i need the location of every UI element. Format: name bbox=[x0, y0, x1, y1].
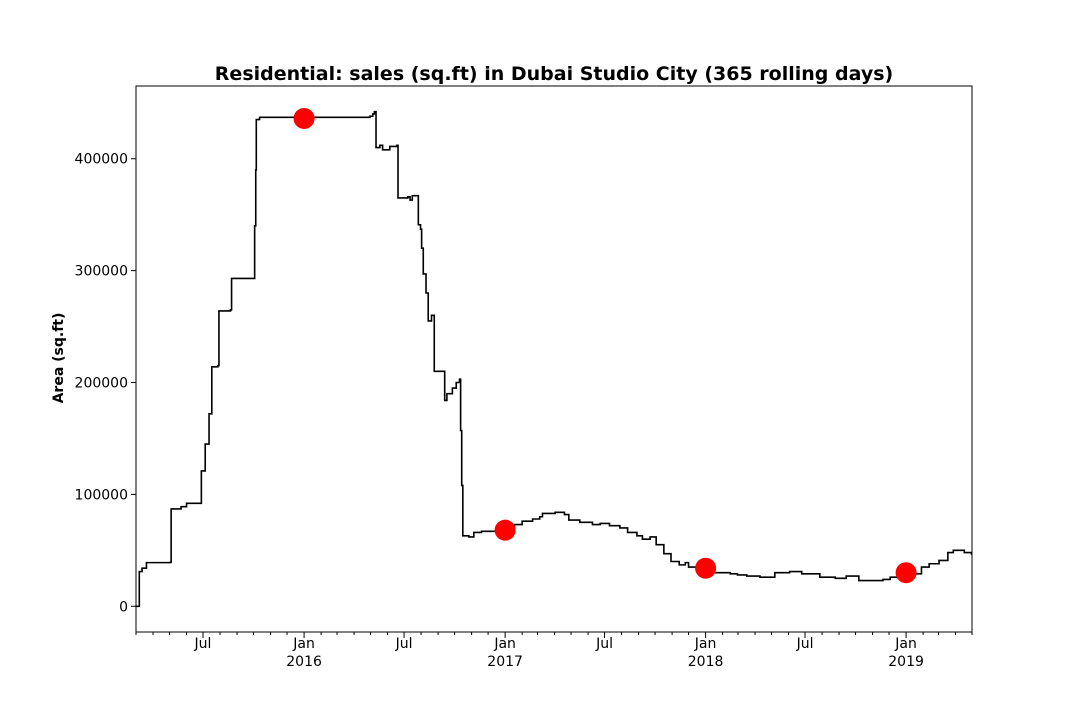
y-tick-label: 200000 bbox=[75, 375, 128, 391]
data-point-marker bbox=[695, 557, 717, 579]
x-tick-label: Jul bbox=[796, 636, 814, 652]
chart-title: Residential: sales (sq.ft) in Dubai Stud… bbox=[215, 63, 893, 85]
plot-frame bbox=[135, 85, 973, 633]
x-tick-label: Jan bbox=[694, 636, 717, 652]
marker-layer bbox=[293, 107, 917, 584]
series-layer bbox=[136, 110, 973, 608]
x-tick-year-label: 2017 bbox=[487, 654, 523, 670]
y-axis: 0 100000 200000 300000 400000 bbox=[75, 152, 136, 615]
x-tick-year-label: 2016 bbox=[286, 654, 322, 670]
x-tick-label: Jul bbox=[595, 636, 613, 652]
y-axis-label: Area (sq.ft) bbox=[51, 313, 67, 404]
data-point-marker bbox=[895, 562, 917, 584]
x-axis: Jul Jan 2016 Jul Jan 2017 Jul Jan 2018 Jul Jan 2019 bbox=[135, 632, 973, 670]
y-tick-label: 400000 bbox=[75, 152, 128, 168]
data-point-marker bbox=[494, 519, 516, 541]
y-tick-label: 100000 bbox=[75, 487, 128, 503]
y-tick-label: 0 bbox=[119, 599, 128, 615]
x-tick-label: Jan bbox=[894, 636, 917, 652]
x-tick-year-label: 2019 bbox=[888, 654, 924, 670]
x-tick-label: Jan bbox=[493, 636, 516, 652]
y-tick-label: 300000 bbox=[75, 264, 128, 280]
x-tick-label: Jul bbox=[395, 636, 413, 652]
data-point-marker bbox=[293, 107, 315, 129]
x-tick-label: Jul bbox=[194, 636, 212, 652]
x-tick-label: Jan bbox=[292, 636, 315, 652]
series-line bbox=[136, 110, 973, 608]
x-tick-year-label: 2018 bbox=[688, 654, 724, 670]
